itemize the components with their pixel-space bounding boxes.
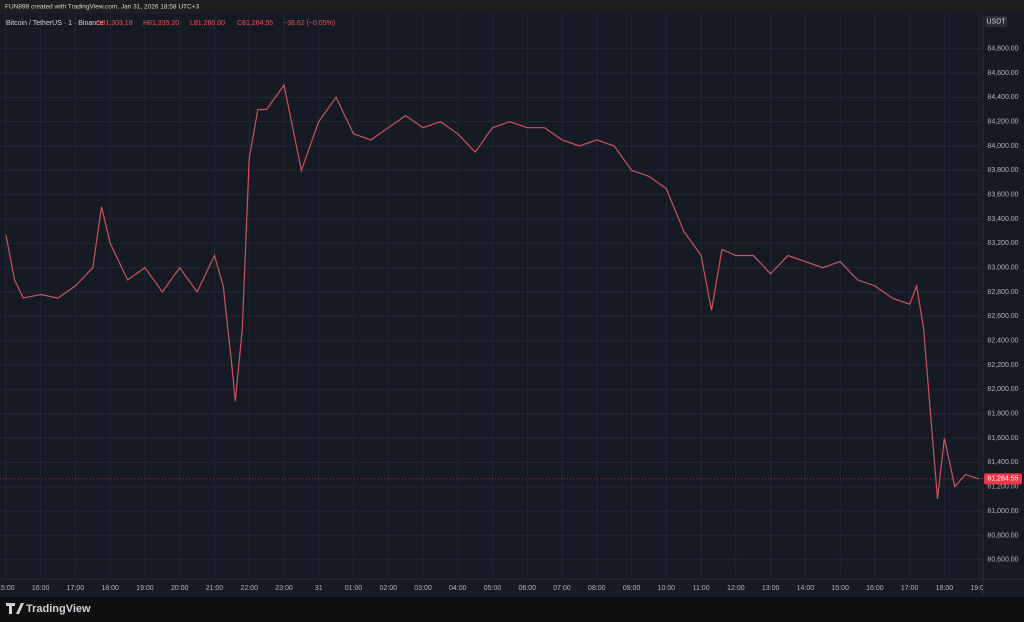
x-tick-label: 22:00 <box>240 585 258 592</box>
y-tick-label: 82,400.00 <box>987 338 1018 345</box>
last-price-badge <box>984 473 1022 485</box>
x-tick-label: 20:00 <box>171 585 189 592</box>
y-tick-label: 81,800.00 <box>987 411 1018 418</box>
x-tick-label: 21:00 <box>206 585 224 592</box>
caption: FUN898 created with TradingView.com, Jan… <box>5 4 199 11</box>
y-tick-label: 83,800.00 <box>987 167 1018 174</box>
symbol: Bitcoin / TetherUS · 1 · Binance <box>6 20 104 27</box>
y-tick-label: 82,800.00 <box>987 289 1018 296</box>
price-line <box>5 83 980 499</box>
x-tick-label: 10:00 <box>658 585 676 592</box>
ohlc-open: O81,303.18 <box>96 20 133 27</box>
x-tick-label: 04:00 <box>449 585 467 592</box>
y-tick-label: 83,400.00 <box>987 216 1018 223</box>
y-tick-label: 81,400.00 <box>987 459 1018 466</box>
x-tick-label: 19:00 <box>136 585 154 592</box>
x-tick-label: 03:00 <box>414 585 432 592</box>
x-tick-label: 06:00 <box>519 585 537 592</box>
x-tick-label: 02:00 <box>379 585 397 592</box>
x-tick-label: 07:00 <box>553 585 571 592</box>
x-tick-label: 15:00 <box>0 585 15 592</box>
x-tick-label: 08:00 <box>588 585 606 592</box>
x-tick-label: 11:00 <box>693 585 710 592</box>
x-tick-label: 23:00 <box>275 585 293 592</box>
x-tick-label: 16:00 <box>866 585 884 592</box>
last-price-label: 81,264.55 <box>987 476 1018 483</box>
ohlc-close: C81,264.55 <box>237 20 273 27</box>
y-tick-label: 83,000.00 <box>987 265 1018 272</box>
y-tick-label: 83,200.00 <box>987 240 1018 247</box>
grid <box>0 14 983 579</box>
y-tick-label: 84,400.00 <box>987 94 1018 101</box>
x-tick-label: 19:00 <box>970 585 988 592</box>
y-tick-label: 80,600.00 <box>987 557 1018 564</box>
y-tick-label: 84,200.00 <box>987 118 1018 125</box>
x-tick-label: 31 <box>315 585 323 592</box>
footer-bar <box>0 597 1024 622</box>
ohlc-change: −38.62 (−0.05%) <box>283 20 335 27</box>
x-tick-label: 17:00 <box>901 585 919 592</box>
x-tick-label: 15:00 <box>831 585 849 592</box>
x-tick-label: 14:00 <box>797 585 815 592</box>
y-tick-label: 80,800.00 <box>987 532 1018 539</box>
y-tick-label: 81,600.00 <box>987 435 1018 442</box>
y-tick-label: 81,200.00 <box>987 484 1018 491</box>
y-tick-label: 84,000.00 <box>987 143 1018 150</box>
x-tick-label: 18:00 <box>936 585 954 592</box>
x-tick-label: 01:00 <box>345 585 363 592</box>
time-axis: 15:00 16:00 17:00 18:00 19:00 20:00 21:00 22:00… <box>0 585 988 592</box>
brand-logo <box>6 603 24 614</box>
y-tick-label: 84,600.00 <box>987 70 1018 77</box>
x-tick-label: 12:00 <box>727 585 745 592</box>
y-tick-label: 82,200.00 <box>987 362 1018 369</box>
top-bar <box>0 0 1024 14</box>
x-tick-label: 13:00 <box>762 585 780 592</box>
y-tick-label: 84,800.00 <box>987 45 1018 52</box>
ohlc-low: L81,260.00 <box>190 20 225 27</box>
x-tick-label: 05:00 <box>484 585 502 592</box>
currency-badge <box>985 16 1007 27</box>
x-tick-label: 16:00 <box>32 585 50 592</box>
x-tick-label: 09:00 <box>623 585 641 592</box>
legend: Bitcoin / TetherUS · 1 · Binance O81,303… <box>6 20 335 27</box>
x-tick-label: 18:00 <box>101 585 119 592</box>
brand: TradingView <box>26 603 91 615</box>
y-tick-label: 83,600.00 <box>987 192 1018 199</box>
y-tick-label: 82,000.00 <box>987 386 1018 393</box>
x-tick-label: 17:00 <box>67 585 85 592</box>
chart-panel <box>0 14 1024 597</box>
currency: USDT <box>986 18 1006 25</box>
y-tick-label: 81,000.00 <box>987 508 1018 515</box>
ohlc-high: H81,335.20 <box>143 20 179 27</box>
y-tick-label: 82,600.00 <box>987 313 1018 320</box>
